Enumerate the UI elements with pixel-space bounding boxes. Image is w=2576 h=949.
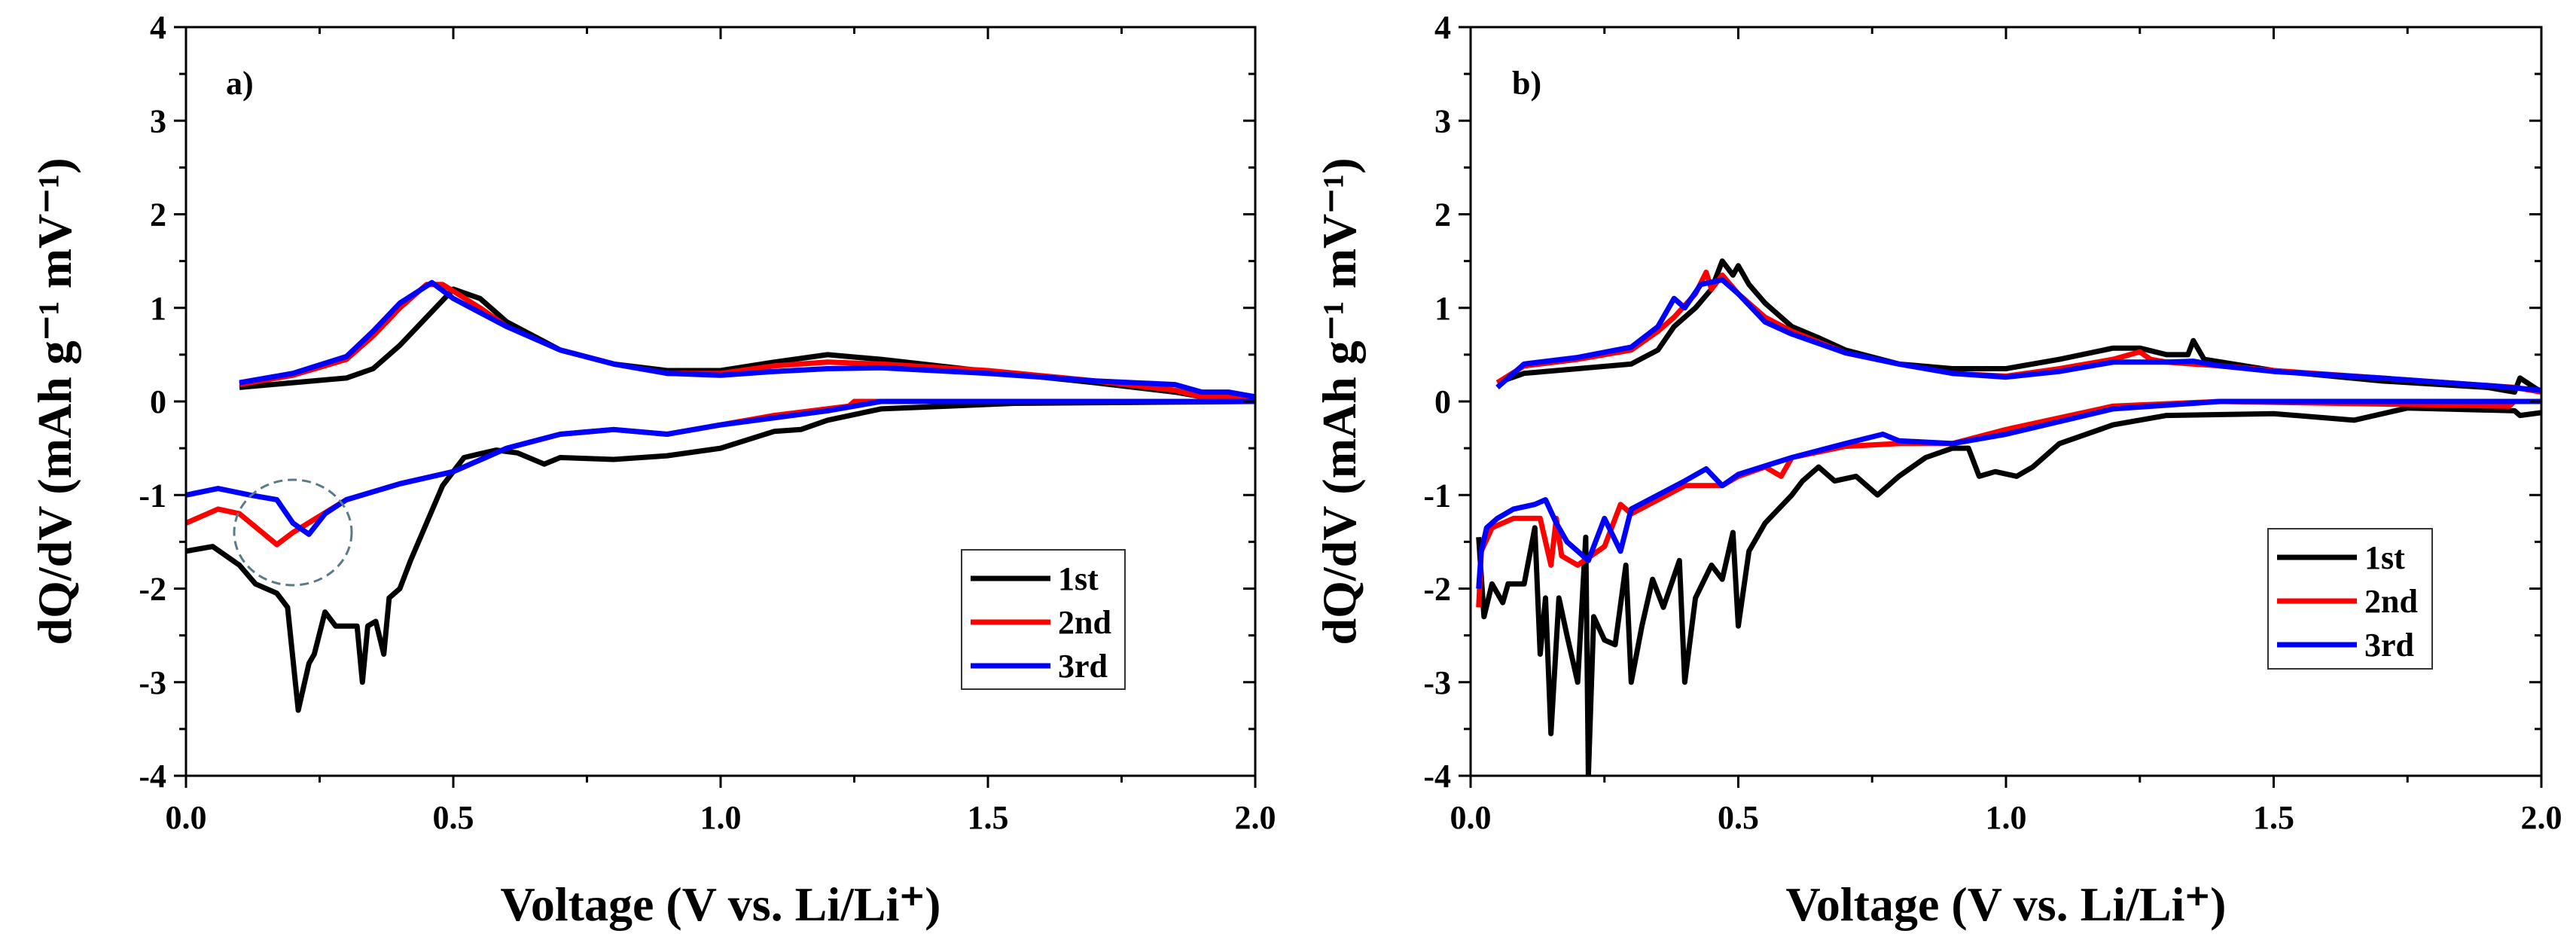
y-tick-label: -2 [139, 571, 166, 608]
panel-b: 0.0 0.5 1.0 1.5 2.0 -4 -3 -2 -1 0 1 2 3 4 Voltage (V v… [1312, 9, 2562, 931]
y-tick-label: 3 [150, 102, 166, 139]
legend-label-3rd: 3rd [1058, 648, 1108, 685]
series-3rd-charge-line [1495, 277, 2541, 393]
x-tick-label: 0.5 [433, 799, 474, 836]
y-tick-label: -3 [1423, 664, 1451, 701]
y-tick-label: 1 [150, 290, 166, 327]
x-tick-label: 0.0 [166, 799, 207, 836]
y-tick-label: 0 [150, 383, 166, 420]
series-3rd-charge-line [239, 279, 1255, 400]
x-tick-label: 2.0 [2521, 799, 2562, 836]
y-tick-label: 3 [1434, 102, 1451, 139]
x-axis-title: Voltage (V vs. Li/Li⁺) [501, 877, 941, 931]
y-tick-label: -4 [1423, 758, 1451, 795]
legend-label-2nd: 2nd [2364, 583, 2418, 620]
x-tick-label: 0.0 [1450, 799, 1492, 836]
y-tick-label: -2 [1423, 571, 1451, 608]
y-tick-label: -1 [139, 477, 166, 514]
x-tick-label: 1.5 [968, 799, 1009, 836]
x-tick-label: 1.0 [1986, 799, 2027, 836]
x-tick-label: 0.5 [1718, 799, 1759, 836]
series-3rd-discharge-line [186, 398, 1255, 537]
y-tick-label: 2 [1434, 197, 1451, 233]
y-tick-label: 4 [150, 9, 166, 46]
legend: 1st 2nd 3rd [2267, 528, 2433, 670]
panel-label: b) [1512, 65, 1541, 102]
panel-label: a) [226, 65, 254, 102]
x-tick-label: 2.0 [1235, 799, 1276, 836]
y-tick-label: 4 [1434, 9, 1451, 46]
y-tick-label: 2 [150, 197, 166, 233]
x-axis-title: Voltage (V vs. Li/Li⁺) [1786, 877, 2227, 931]
y-tick-label: -1 [1423, 477, 1451, 514]
series-3rd-discharge-line [1476, 398, 2541, 589]
y-axis-title: dQ/dV (mAh g⁻¹ mV⁻¹) [28, 157, 81, 645]
x-tick-label: 1.0 [700, 799, 742, 836]
panel-a: 0.0 0.5 1.0 1.5 2.0 -4 -3 -2 -1 0 1 2 3 4 Voltage (V v… [28, 9, 1276, 931]
x-tick-label: 1.5 [2253, 799, 2294, 836]
legend-label-3rd: 3rd [2364, 627, 2414, 664]
legend-label-2nd: 2nd [1058, 604, 1111, 641]
y-axis-title: dQ/dV (mAh g⁻¹ mV⁻¹) [1312, 157, 1366, 645]
legend-label-1st: 1st [2364, 539, 2405, 576]
annotation-dashed-circle [233, 478, 353, 587]
y-tick-label: 1 [1434, 290, 1451, 327]
y-tick-label: -3 [139, 664, 166, 701]
series-2nd-discharge-line [1476, 398, 2541, 608]
y-tick-label: -4 [139, 758, 166, 795]
series-1st-discharge-line [186, 398, 1255, 713]
series-1st-charge-line [239, 286, 1255, 404]
series-1st-discharge-line [1476, 405, 2541, 776]
legend-label-1st: 1st [1058, 560, 1099, 597]
legend: 1st 2nd 3rd [961, 549, 1126, 690]
y-tick-label: 0 [1434, 383, 1451, 420]
